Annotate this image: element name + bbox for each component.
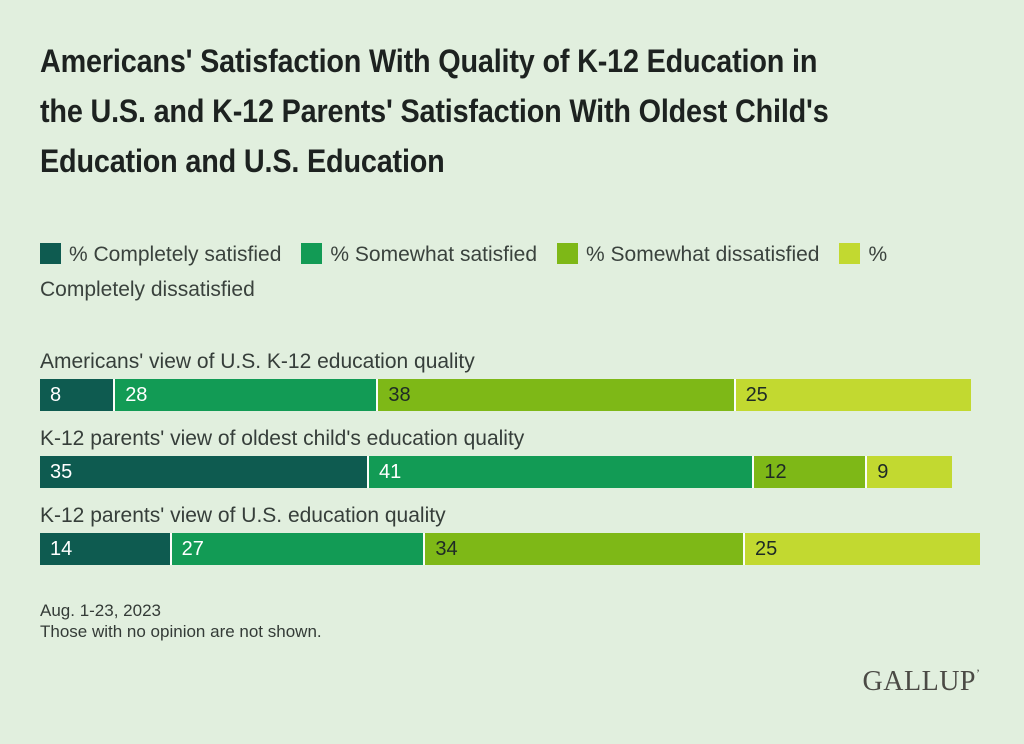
bar-segment-2: 27	[171, 533, 426, 565]
legend-swatch-icon	[301, 243, 323, 264]
bar-segment-3: 34	[425, 533, 745, 565]
chart-row: Americans' view of U.S. K-12 education q…	[40, 348, 984, 411]
chart-title-line-2: the U.S. and K-12 Parents' Satisfaction …	[40, 93, 829, 129]
bar-category-label: Americans' view of U.S. K-12 education q…	[40, 350, 475, 373]
bar-segment-4: 9	[867, 456, 952, 488]
footnote-note: Those with no opinion are not shown.	[40, 622, 322, 641]
chart-row: K-12 parents' view of U.S. education qua…	[40, 502, 984, 565]
chart-title-line-3: Education and U.S. Education	[40, 143, 445, 179]
bar-segment-3: 38	[378, 379, 736, 411]
bar-segment-3: 12	[754, 456, 868, 488]
bar-segment-4: 25	[735, 379, 971, 411]
gallup-logo: GALLUP’	[863, 666, 980, 698]
stacked-bar-chart: Americans' view of U.S. K-12 education q…	[40, 348, 984, 579]
legend-label: % Completely satisfied	[69, 243, 282, 266]
legend-swatch-icon	[557, 243, 579, 264]
chart-row: K-12 parents' view of oldest child's edu…	[40, 425, 984, 488]
legend-item: % Somewhat satisfied	[301, 243, 537, 266]
legend: % Completely satisfied % Somewhat satisfi…	[40, 237, 984, 307]
footnote: Aug. 1-23, 2023 Those with no opinion ar…	[40, 600, 322, 642]
stacked-bar: 14 27 34 25	[40, 533, 980, 565]
bar-segment-1: 8	[40, 379, 116, 411]
stacked-bar: 8 28 38 25	[40, 379, 980, 411]
chart-title-line-1: Americans' Satisfaction With Quality of …	[40, 43, 818, 79]
chart-title: Americans' Satisfaction With Quality of …	[40, 36, 994, 186]
legend-label: % Somewhat satisfied	[330, 243, 538, 266]
legend-label: % Completely dissatisfied	[40, 243, 888, 301]
legend-label: % Somewhat dissatisfied	[586, 243, 820, 266]
gallup-logo-text: GALLUP	[862, 666, 976, 697]
legend-item: % Somewhat dissatisfied	[557, 243, 819, 266]
trademark-icon: ’	[976, 666, 980, 680]
bar-segment-4: 25	[744, 533, 980, 565]
legend-swatch-icon	[839, 243, 861, 264]
bar-segment-1: 14	[40, 533, 172, 565]
legend-item: % Completely satisfied	[40, 243, 281, 266]
legend-item: % Completely dissatisfied	[40, 243, 887, 301]
bar-category-label: K-12 parents' view of U.S. education qua…	[40, 504, 446, 527]
bar-segment-2: 28	[115, 379, 379, 411]
bar-segment-2: 41	[369, 456, 755, 488]
bar-category-label: K-12 parents' view of oldest child's edu…	[40, 427, 525, 450]
bar-segment-1: 35	[40, 456, 369, 488]
stacked-bar: 35 41 12 9	[40, 456, 980, 488]
legend-swatch-icon	[40, 243, 61, 264]
footnote-date: Aug. 1-23, 2023	[40, 601, 161, 620]
